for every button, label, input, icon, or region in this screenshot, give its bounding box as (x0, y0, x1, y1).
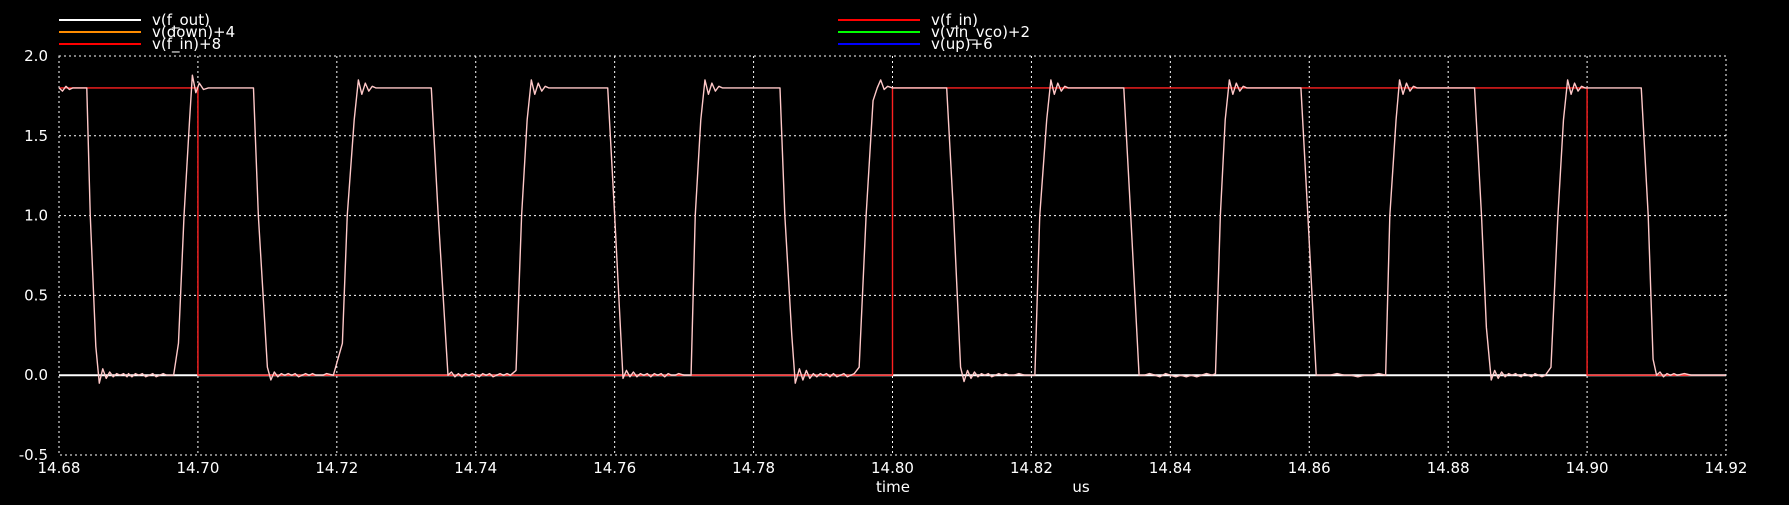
legend-label: v(f_in)+8 (152, 35, 221, 54)
x-tick-label: 14.84 (1149, 459, 1192, 477)
x-tick-labels: 14.68 14.70 14.72 14.74 14.76 14.78 14.80 14.82… (38, 459, 1748, 477)
x-tick-label: 14.74 (454, 459, 497, 477)
legend-label: v(vin_vco)+2 (931, 23, 1030, 42)
y-tick-label: -0.5 (19, 446, 48, 464)
legend-label: v(f_in) (931, 11, 978, 30)
x-tick-label: 14.82 (1010, 459, 1053, 477)
series-line-v-f-in (59, 87, 1726, 376)
plot-frame (58, 55, 1727, 456)
y-tick-label: 1.5 (24, 127, 48, 145)
x-tick-label: 14.78 (732, 459, 775, 477)
y-tick-label: 1.0 (24, 207, 48, 225)
legend: v(f_out)v(down)+4v(f_in)+8 v(f_in)v(vin_v… (59, 11, 1030, 54)
y-tick-label: 0.5 (24, 286, 48, 304)
legend-label: v(f_out) (152, 11, 210, 30)
x-tick-label: 14.88 (1427, 459, 1470, 477)
x-tick-label: 14.68 (38, 459, 81, 477)
legend-label: v(up)+6 (931, 35, 993, 53)
legend-label: v(down)+4 (152, 23, 235, 41)
x-axis-unit: us (1072, 478, 1090, 496)
y-tick-label: 0.0 (24, 366, 48, 384)
x-tick-label: 14.86 (1288, 459, 1331, 477)
x-tick-label: 14.70 (176, 459, 219, 477)
series-layer (58, 74, 1726, 384)
x-axis-label: time (876, 478, 910, 496)
axis-frame (58, 55, 1727, 456)
x-tick-label: 14.92 (1705, 459, 1748, 477)
series-line-v-f-out (58, 74, 1726, 384)
x-tick-label: 14.90 (1566, 459, 1609, 477)
y-tick-label: 2.0 (24, 47, 48, 65)
x-tick-label: 14.76 (593, 459, 636, 477)
y-tick-labels: -0.5 0.0 0.5 1.0 1.5 2.0 (19, 47, 48, 464)
x-tick-label: 14.72 (315, 459, 358, 477)
x-tick-label: 14.80 (871, 459, 914, 477)
